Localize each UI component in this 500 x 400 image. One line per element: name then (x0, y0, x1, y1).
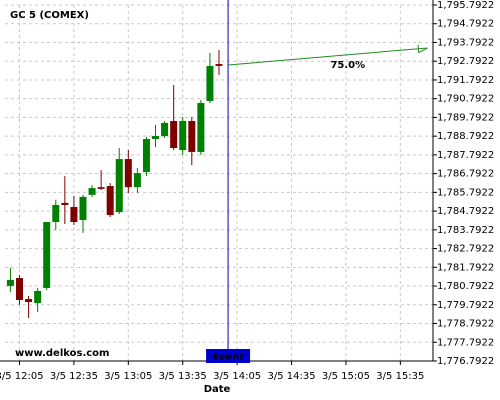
y-tick-label: 1,784.7922 (437, 206, 494, 217)
x-tick-label: 3/5 15:35 (376, 371, 424, 382)
projection-label: 75.0% (330, 60, 365, 71)
candle-body (170, 121, 178, 149)
y-tick-label: 1,783.7922 (437, 225, 494, 236)
candle-body (133, 173, 141, 188)
candle-body (142, 139, 150, 172)
candle-body (179, 121, 187, 151)
y-tick-label: 1,793.7922 (437, 37, 494, 48)
candle-body (34, 290, 42, 303)
y-tick-label: 1,795.7922 (437, 0, 494, 11)
y-tick-label: 1,792.7922 (437, 56, 494, 67)
y-tick-label: 1,785.7922 (437, 187, 494, 198)
y-tick-label: 1,781.7922 (437, 262, 494, 273)
x-tick-label: 3/5 15:05 (322, 371, 370, 382)
chart-title: GC 5 (COMEX) (10, 10, 89, 21)
candle-body (6, 279, 14, 286)
candle-body (79, 196, 87, 220)
y-tick-label: 1,787.7922 (437, 150, 494, 161)
candle-body (52, 204, 60, 223)
projection-arrow (228, 47, 428, 66)
candle-body (215, 64, 223, 66)
y-tick-label: 1,789.7922 (437, 112, 494, 123)
x-axis-label: Date (204, 384, 231, 395)
x-tick-label: 3/5 12:35 (50, 371, 98, 382)
y-tick-label: 1,779.7922 (437, 300, 494, 311)
candle-body (70, 207, 78, 223)
candle-body (206, 65, 214, 101)
candle-body (25, 299, 33, 303)
candle-body (88, 188, 96, 195)
x-tick-label: 3/5 14:05 (213, 371, 261, 382)
y-tick-label: 1,777.7922 (437, 337, 494, 348)
x-tick-label: 3/5 13:05 (104, 371, 152, 382)
arrow-head (417, 44, 428, 54)
y-tick-label: 1,786.7922 (437, 169, 494, 180)
y-tick-label: 1,790.7922 (437, 94, 494, 105)
x-tick-label: 3/5 13:35 (159, 371, 207, 382)
y-tick-label: 1,782.7922 (437, 244, 494, 255)
candle-body (124, 159, 132, 188)
y-tick-label: 1,780.7922 (437, 281, 494, 292)
candle-body (61, 202, 69, 205)
candle-body (161, 122, 169, 137)
candle-body (197, 103, 205, 152)
candle-body (97, 187, 105, 189)
y-tick-label: 1,778.7922 (437, 319, 494, 330)
candle-body (115, 159, 123, 213)
x-tick-label: 3/5 14:35 (267, 371, 315, 382)
candle-body (152, 136, 160, 140)
y-tick-label: 1,788.7922 (437, 131, 494, 142)
event-label: Event (212, 352, 244, 363)
candle-body (106, 186, 114, 216)
watermark: www.delkos.com (15, 348, 109, 359)
y-tick-label: 1,791.7922 (437, 75, 494, 86)
candle-body (43, 222, 51, 288)
y-tick-label: 1,794.7922 (437, 19, 494, 30)
x-tick-label: 3/5 12:05 (0, 371, 44, 382)
event-box (206, 349, 251, 363)
candle-body (188, 121, 196, 152)
candle-body (16, 278, 24, 300)
y-tick-label: 1,776.7922 (437, 356, 494, 367)
